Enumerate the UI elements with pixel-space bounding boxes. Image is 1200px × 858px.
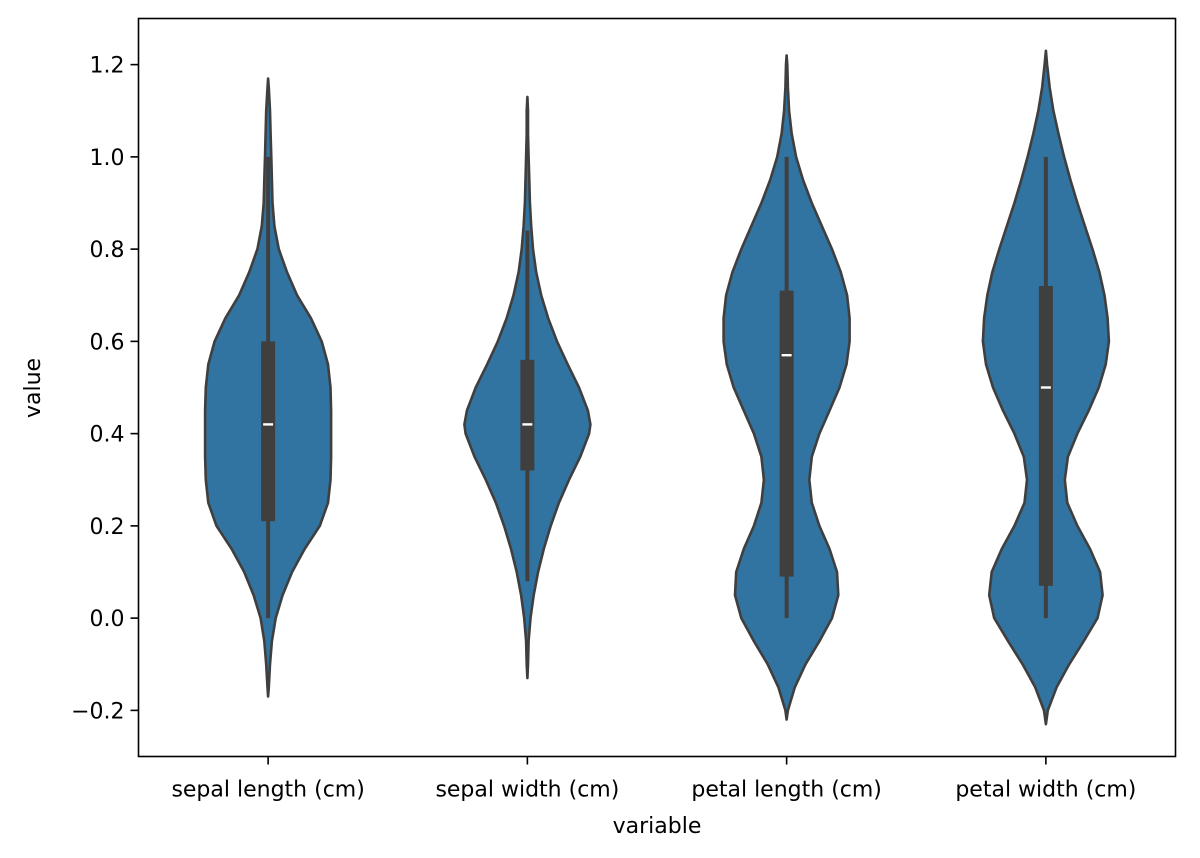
x-tick-label: sepal width (cm)	[435, 778, 619, 803]
y-tick-label: 0.0	[90, 607, 125, 632]
y-tick-label: 0.4	[90, 423, 125, 448]
y-axis-title: value	[21, 358, 46, 418]
y-axis: −0.2 0.0 0.2 0.4 0.6 0.8 1.0 1.2	[71, 54, 139, 724]
violin-iqr-box-2	[779, 290, 794, 577]
violin-iqr-box-3	[1038, 286, 1053, 586]
y-tick-label: 1.2	[90, 54, 125, 79]
plot-area-frame	[137, 17, 1177, 758]
violin-iqr-box-0	[261, 341, 276, 522]
x-tick-label: sepal length (cm)	[171, 778, 364, 803]
y-tick-label: 1.0	[90, 146, 125, 171]
x-axis: sepal length (cm) sepal width (cm) petal l…	[171, 756, 1136, 803]
y-tick-label: 0.6	[90, 330, 125, 355]
violin-iqr-box-1	[520, 359, 535, 471]
x-tick-label: petal length (cm)	[691, 778, 882, 803]
violins-layer	[203, 49, 1111, 726]
y-tick-label: 0.2	[90, 515, 125, 540]
y-tick-label: −0.2	[71, 699, 124, 724]
y-tick-label: 0.8	[90, 238, 125, 263]
x-tick-label: petal width (cm)	[955, 778, 1136, 803]
x-axis-title: variable	[613, 814, 702, 839]
